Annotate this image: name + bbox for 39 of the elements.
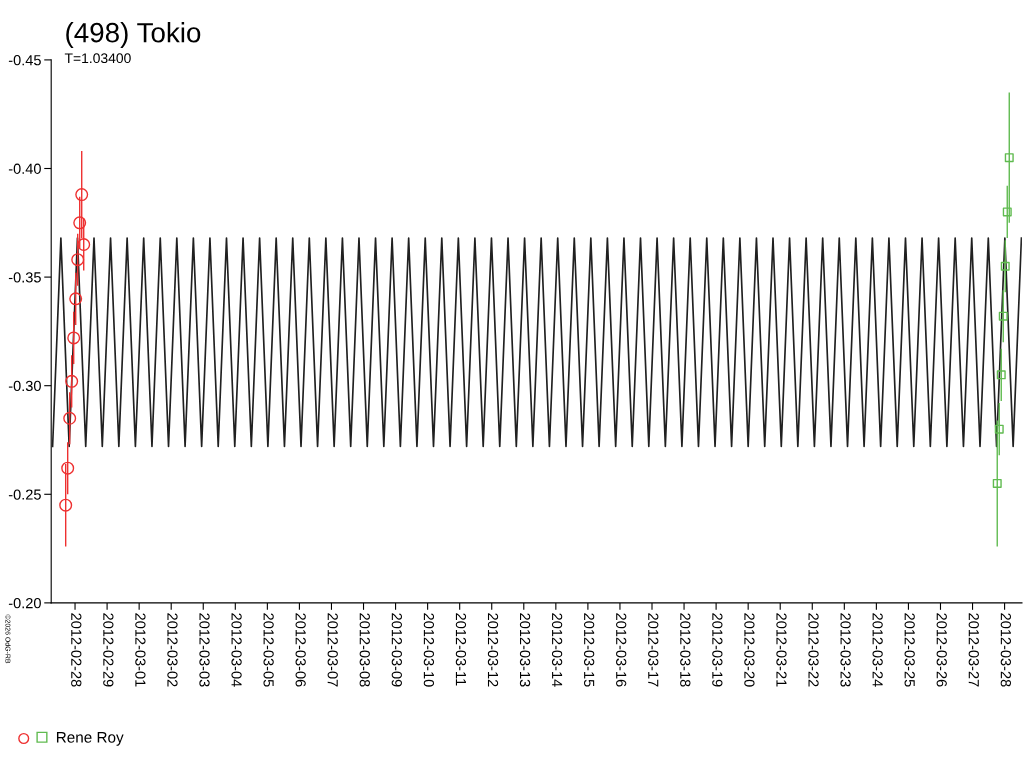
x-tick-label: 2012-03-11 <box>455 613 467 686</box>
x-tick-label: 2012-03-25 <box>904 613 915 687</box>
y-tick-label: -0.40 <box>8 163 41 174</box>
x-tick-label: 2012-03-16 <box>616 613 627 687</box>
legend-label: Rene Roy <box>56 732 124 746</box>
x-tick-label: 2012-03-01 <box>135 613 146 687</box>
y-tick-label: -0.45 <box>8 55 41 66</box>
x-tick-label: 2012-03-09 <box>391 613 402 687</box>
x-tick-label: 2012-03-20 <box>744 613 755 687</box>
y-tick-label: -0.25 <box>8 489 41 500</box>
x-tick-label: 2012-03-08 <box>359 613 370 687</box>
x-tick-label: 2012-03-21 <box>776 613 787 687</box>
chart-title: (498) Tokio <box>66 22 201 48</box>
x-tick-label: 2012-03-17 <box>648 613 659 687</box>
x-tick-label: 2012-03-02 <box>167 613 178 687</box>
x-tick-label: 2012-02-28 <box>71 613 82 687</box>
y-tick-label: -0.20 <box>8 597 41 609</box>
y-tick-label: -0.30 <box>8 380 41 392</box>
x-tick-label: 2012-02-29 <box>103 613 114 687</box>
x-tick-label: 2012-03-05 <box>263 613 274 687</box>
x-tick-label: 2012-03-18 <box>680 613 691 687</box>
x-tick-label: 2012-03-07 <box>327 613 338 687</box>
x-tick-label: 2012-03-19 <box>712 613 723 687</box>
x-tick-label: 2012-03-10 <box>423 613 435 687</box>
x-tick-label: 2012-03-28 <box>1000 613 1011 687</box>
chart-subtitle: T=1.03400 <box>64 53 131 64</box>
x-tick-label: 2012-03-13 <box>519 613 531 687</box>
x-tick-label: 2012-03-22 <box>808 613 819 687</box>
x-tick-label: 2012-03-23 <box>840 613 851 687</box>
x-tick-label: 2012-03-03 <box>199 613 210 687</box>
y-tick-label: -0.35 <box>8 272 41 283</box>
x-tick-label: 2012-03-14 <box>551 613 563 687</box>
x-tick-label: 2012-03-15 <box>583 613 595 687</box>
x-tick-label: 2012-03-06 <box>295 613 306 687</box>
x-tick-label: 2012-03-24 <box>872 613 883 687</box>
x-tick-label: 2012-03-27 <box>968 613 979 687</box>
x-tick-label: 2012-03-12 <box>487 613 499 687</box>
x-tick-label: 2012-03-04 <box>231 613 242 687</box>
x-tick-label: 2012-03-26 <box>936 613 947 687</box>
